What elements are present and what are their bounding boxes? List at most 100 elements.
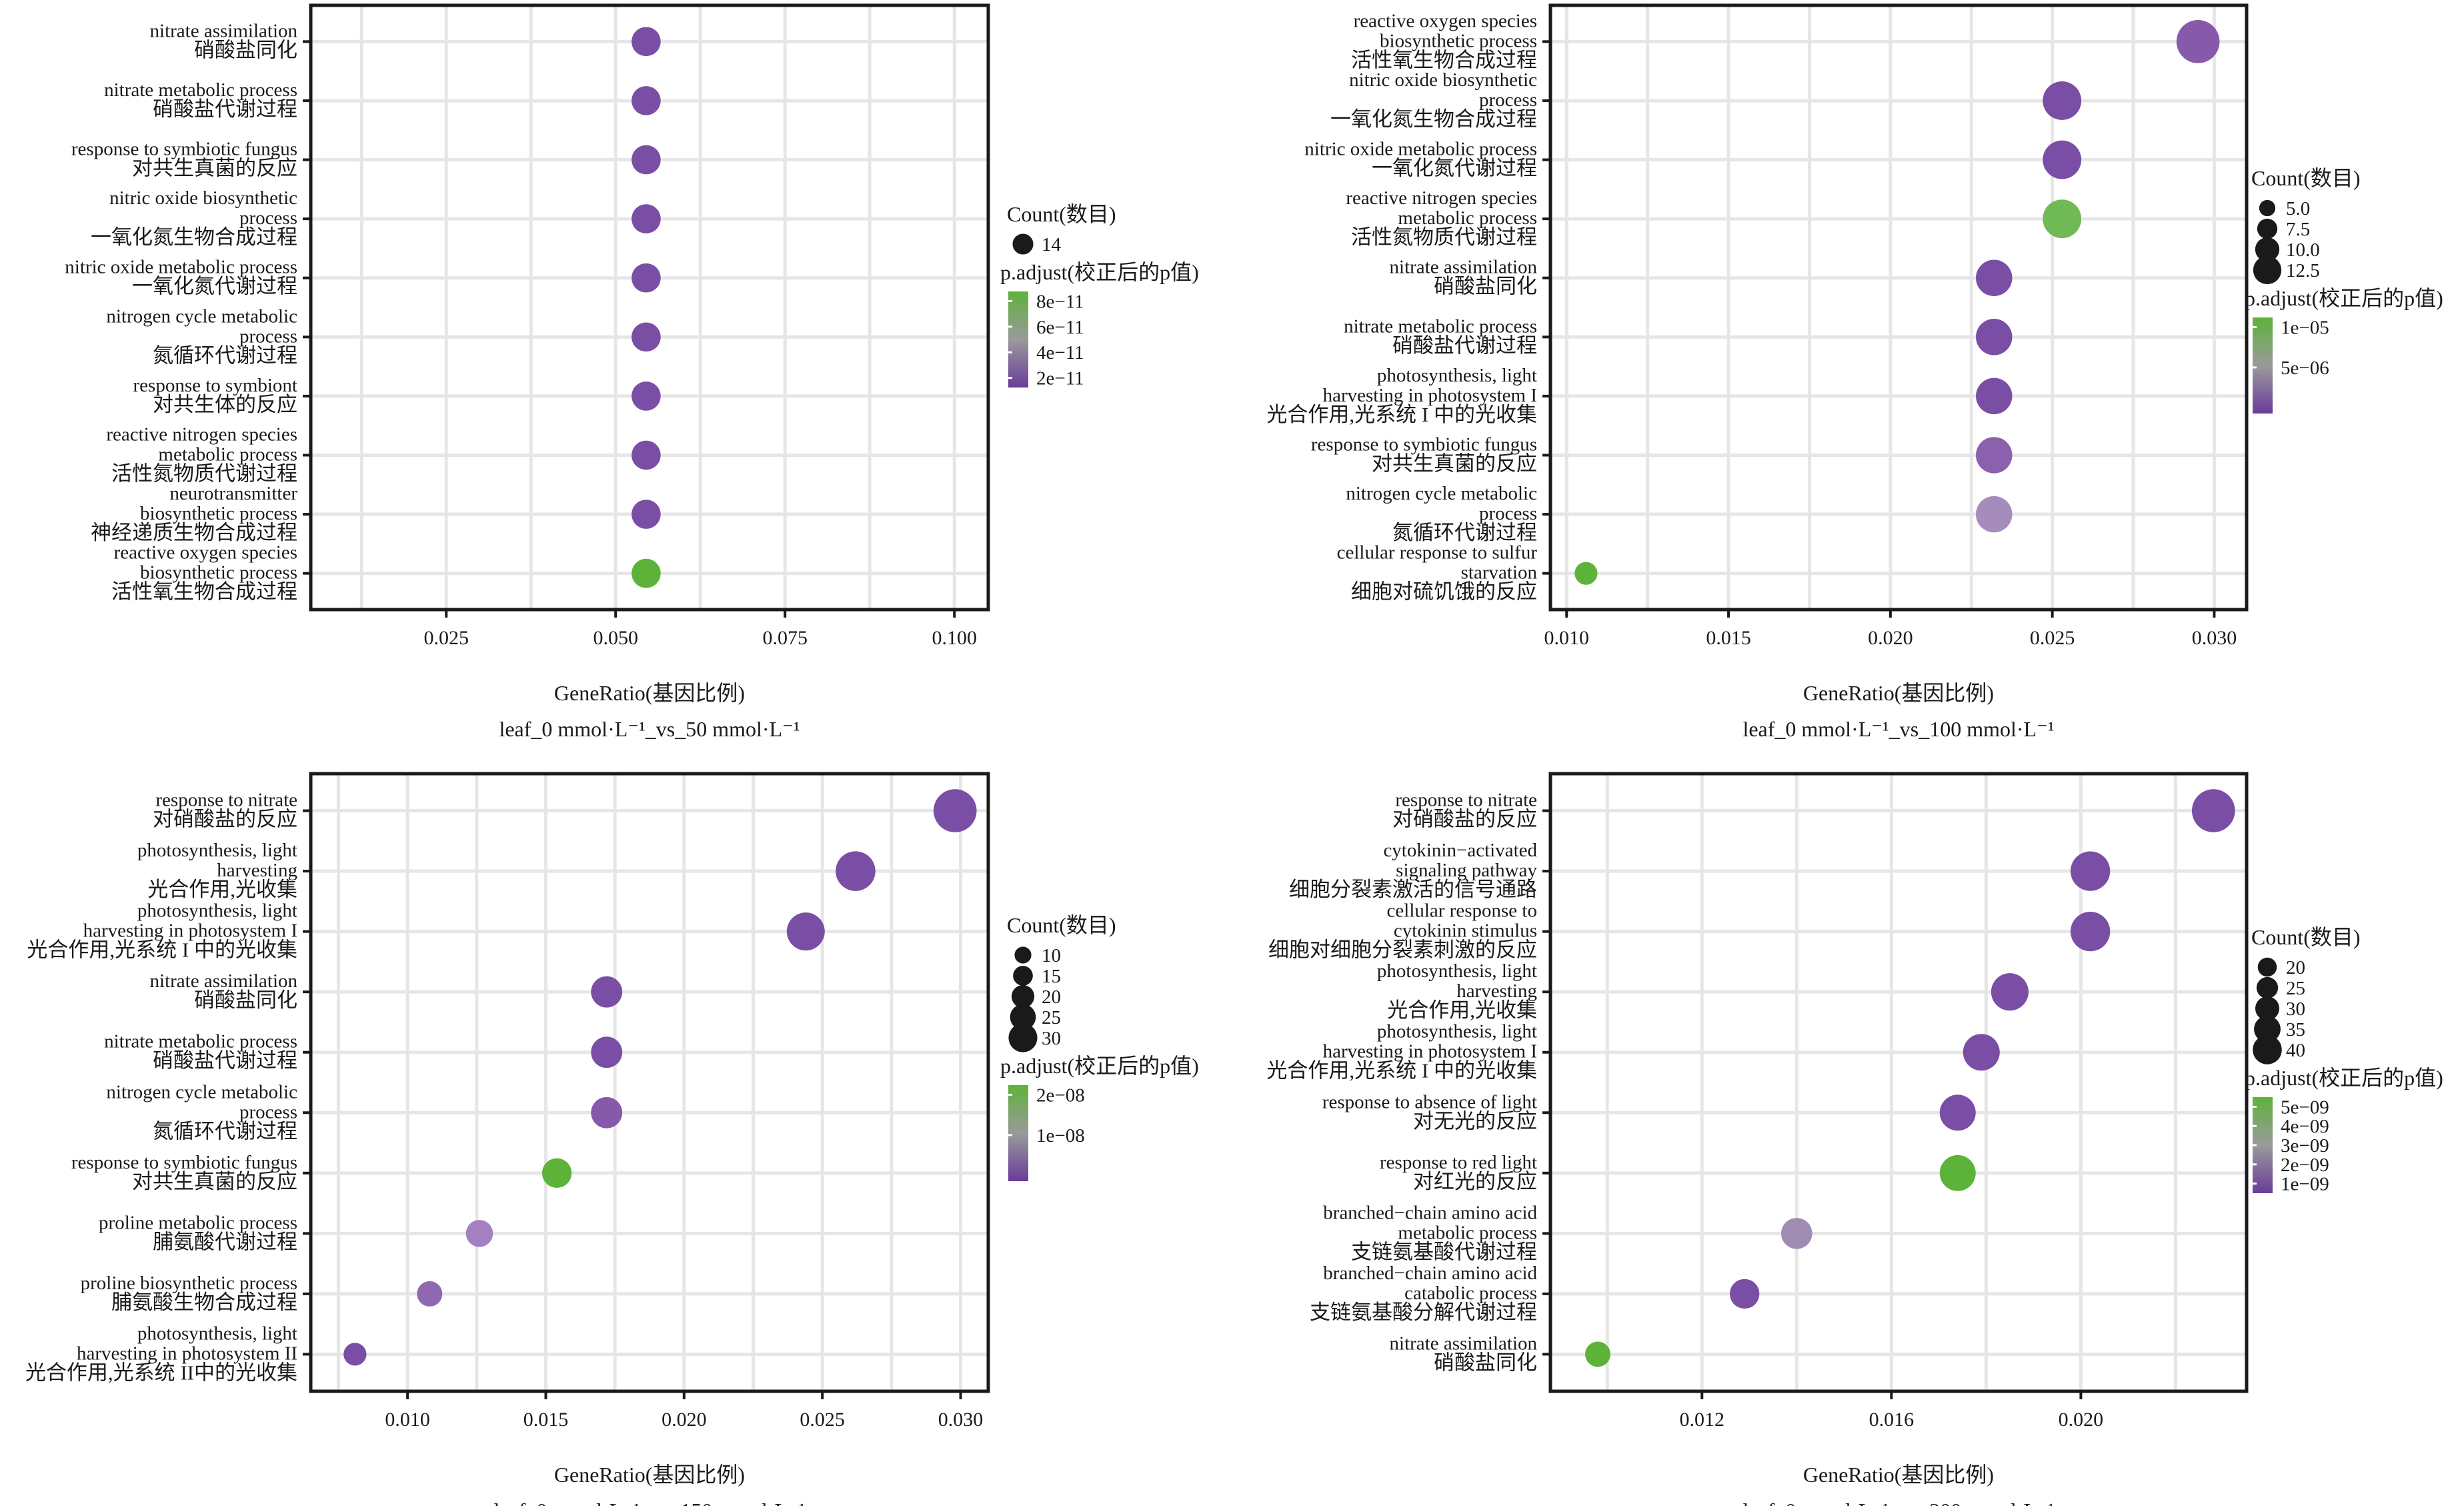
size-legend-label: 5.0: [2286, 198, 2310, 219]
color-legend-title: p.adjust(校正后的p值): [1000, 1054, 1199, 1078]
x-tick-label: 0.010: [385, 1409, 430, 1431]
x-tick-label: 0.010: [1544, 627, 1590, 649]
data-point: [417, 1281, 443, 1307]
size-legend-label: 25: [2286, 978, 2305, 999]
data-point: [1939, 1155, 1976, 1191]
y-tick-label: cytokinin−activated: [1383, 840, 1537, 861]
y-tick-label: 硝酸盐代谢过程: [153, 97, 297, 121]
x-tick-label: 0.016: [1869, 1409, 1915, 1431]
y-tick-label: photosynthesis, light: [1377, 960, 1537, 982]
data-point: [1939, 1094, 1976, 1131]
data-point: [632, 263, 661, 293]
size-legend-key: [1012, 233, 1034, 255]
y-tick-label: 活性氧生物合成过程: [1351, 48, 1537, 71]
y-tick-label: nitrate assimilation: [150, 20, 298, 41]
x-tick-label: 0.025: [423, 627, 469, 649]
color-legend-title: p.adjust(校正后的p值): [2245, 286, 2443, 310]
data-point: [1781, 1218, 1812, 1249]
size-legend-label: 25: [1042, 1007, 1061, 1028]
y-tick-label: branched−chain amino acid: [1323, 1263, 1537, 1284]
data-point: [2070, 851, 2111, 891]
y-tick-label: 氮循环代谢过程: [153, 1119, 297, 1143]
y-tick-label: 硝酸盐同化: [194, 988, 297, 1012]
y-tick-label: nitrate assimilation: [1390, 1333, 1538, 1354]
chart-subtitle: leaf_0 mmol·L⁻¹_vs_100 mmol·L⁻¹: [1742, 717, 2054, 741]
y-tick-label: nitrate metabolic process: [1344, 315, 1537, 337]
data-point: [2043, 140, 2082, 179]
size-legend-key: [2256, 976, 2279, 999]
y-tick-label: nitrate metabolic process: [104, 1031, 297, 1052]
x-tick-label: 0.012: [1680, 1409, 1725, 1431]
y-tick-label: 神经递质生物合成过程: [91, 521, 297, 544]
y-tick-label: photosynthesis, light: [137, 840, 297, 861]
size-legend-label: 14: [1042, 234, 1062, 255]
size-legend-label: 12.5: [2286, 260, 2320, 281]
y-tick-label: nitrogen cycle metabolic: [106, 305, 297, 327]
y-tick-label: 氮循环代谢过程: [1392, 521, 1537, 544]
x-axis-title: GeneRatio(基因比例): [554, 681, 745, 705]
size-legend-label: 7.5: [2286, 219, 2310, 240]
chart-subtitle: leaf_0 mmol·L⁻¹_vs_50 mmol·L⁻¹: [499, 717, 800, 741]
color-legend-title: p.adjust(校正后的p值): [2245, 1066, 2443, 1090]
plot-background: [1550, 774, 2247, 1391]
x-tick-label: 0.025: [2030, 627, 2075, 649]
size-legend-key: [2259, 199, 2276, 217]
color-legend-label: 5e−09: [2281, 1096, 2329, 1118]
y-tick-label: harvesting in photosystem I: [1323, 1041, 1537, 1062]
x-axis-title: GeneRatio(基因比例): [1803, 1463, 1994, 1487]
y-tick-label: cellular response to: [1387, 900, 1537, 922]
y-tick-label: response to symbiotic fungus: [71, 139, 297, 160]
y-tick-label: 光合作用,光系统 I 中的光收集: [27, 938, 297, 962]
y-tick-label: 对共生真菌的反应: [132, 1170, 297, 1193]
y-tick-label: 硝酸盐同化: [1434, 1351, 1537, 1374]
x-axis-title: GeneRatio(基因比例): [554, 1463, 745, 1487]
y-tick-label: harvesting in photosystem II: [77, 1343, 297, 1364]
color-legend-label: 5e−06: [2281, 357, 2329, 379]
y-tick-label: harvesting in photosystem I: [1323, 385, 1537, 406]
color-legend-label: 8e−11: [1036, 291, 1084, 312]
data-point: [2191, 789, 2235, 832]
color-legend-label: 4e−09: [2281, 1116, 2329, 1137]
x-tick-label: 0.100: [932, 627, 977, 649]
size-legend-label: 10.0: [2286, 239, 2320, 261]
y-tick-label: process: [1479, 89, 1537, 111]
size-legend-label: 30: [2286, 998, 2305, 1020]
color-legend-label: 3e−09: [2281, 1135, 2329, 1157]
y-tick-label: 活性氮物质代谢过程: [1351, 225, 1537, 249]
y-tick-label: 支链氨基酸代谢过程: [1351, 1240, 1537, 1263]
y-tick-label: cytokinin stimulus: [1394, 920, 1537, 942]
y-tick-label: biosynthetic process: [140, 503, 297, 524]
y-tick-label: reactive oxygen species: [1354, 10, 1537, 31]
data-point: [632, 145, 661, 175]
plot-background: [311, 774, 988, 1391]
y-tick-label: nitric oxide biosynthetic: [1349, 69, 1537, 91]
y-tick-label: process: [1479, 503, 1537, 524]
y-tick-label: harvesting in photosystem I: [83, 920, 297, 942]
y-tick-label: proline metabolic process: [99, 1212, 297, 1233]
y-tick-label: 细胞对细胞分裂素刺激的反应: [1268, 938, 1537, 962]
y-tick-label: 对红光的反应: [1413, 1170, 1537, 1193]
data-point: [591, 1036, 623, 1068]
y-tick-label: 对无光的反应: [1413, 1109, 1537, 1133]
data-point: [2070, 912, 2111, 952]
y-tick-label: metabolic process: [1398, 207, 1537, 229]
y-tick-label: catabolic process: [1404, 1283, 1537, 1304]
data-point: [786, 912, 825, 951]
color-legend-title: p.adjust(校正后的p值): [1000, 260, 1199, 284]
y-tick-label: 对硝酸盐的反应: [1392, 808, 1537, 831]
size-legend-title: Count(数目): [1007, 913, 1116, 937]
x-axis-title: GeneRatio(基因比例): [1803, 681, 1994, 705]
y-tick-label: 一氧化氮生物合成过程: [91, 225, 297, 249]
x-tick-label: 0.015: [523, 1409, 569, 1431]
y-tick-label: response to nitrate: [1395, 790, 1537, 811]
data-point: [632, 86, 661, 115]
y-tick-label: 对共生真菌的反应: [132, 157, 297, 180]
y-tick-label: response to red light: [1380, 1152, 1537, 1173]
y-tick-label: nitrate assimilation: [150, 970, 298, 992]
y-tick-label: proline biosynthetic process: [81, 1273, 297, 1294]
size-legend-key: [2253, 1035, 2282, 1064]
color-legend-bar: [1008, 1085, 1028, 1181]
y-tick-label: harvesting: [217, 860, 297, 881]
